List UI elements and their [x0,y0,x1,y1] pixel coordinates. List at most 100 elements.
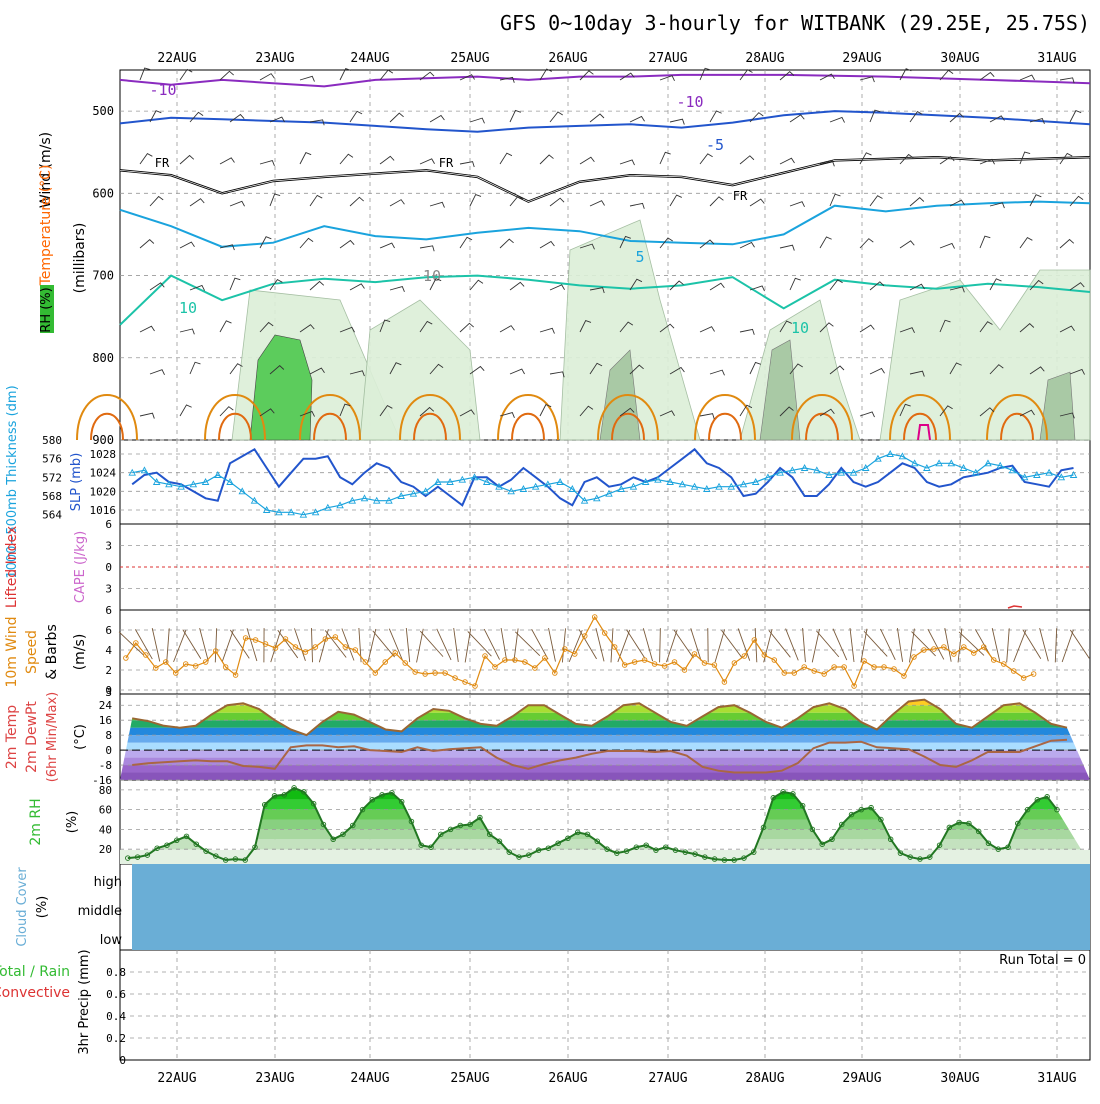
contour-label: -5 [706,136,724,154]
wind-barb-10m [1054,628,1058,663]
date-label-top: 26AUG [548,51,587,66]
wind-barb [379,319,391,333]
wind-barb [939,319,951,333]
rh-line-marker [193,841,200,847]
rh-line-marker [164,842,170,848]
slp-line-marker [593,494,601,502]
wind-barb [779,406,794,417]
wind-barb [149,110,162,123]
wind-barb-10m [1039,628,1049,662]
slp-line-marker [776,468,784,476]
precip-ytick-label: 0.2 [106,1032,126,1045]
wind-speed-line-marker [332,634,339,640]
wind-barb [949,286,965,293]
wind-barb-10m [927,628,945,660]
wind-barb-10m [318,629,329,663]
wind-barb [939,405,953,417]
wind-barb [699,239,715,249]
wind-barb [869,367,885,375]
rh-line-marker [936,842,943,848]
wind-barb [749,198,765,207]
wind-barb [1069,110,1082,123]
wind-barb [499,238,514,249]
temp-ylabel-4: (°C) [73,724,88,750]
date-label-top: 29AUG [842,51,881,66]
wind-barb [459,74,475,81]
wind-speed-line-marker [841,664,847,670]
wind-barb [229,200,245,207]
temp-band [120,772,1090,780]
date-label-top: 27AUG [648,51,687,66]
rh-line-marker [535,847,542,853]
temp-contour-warmer [805,412,839,441]
slp-line-marker [507,487,515,495]
rh-line-marker [173,837,180,844]
rh-line-marker [780,789,786,795]
wind-speed-line-marker [482,653,488,659]
rh-line-marker [213,853,219,859]
slp-line-marker [324,503,332,511]
rh-ytick-label: 20 [99,843,112,856]
wind-barb [1069,368,1085,375]
wind-barb-10m [1061,629,1074,663]
wind-barb [779,244,795,251]
wind-speed-line-marker [781,670,788,676]
wind-barb [259,236,272,249]
wind-speed-line-marker [711,662,718,668]
wind-speed-line-marker [771,657,778,663]
wind-barb-10m [311,628,313,663]
rh-line-marker [467,821,473,828]
wind-barb [549,371,565,378]
wind-speed-line-marker [153,665,159,671]
wind-barb [779,71,795,81]
temp-contour-warmer [1000,412,1034,441]
wind-barb [589,287,605,294]
wind-barb [379,404,393,417]
slp-line-marker [874,454,882,462]
wind-barb [339,153,354,165]
wind-barb-10m [666,629,678,663]
wind-barb [1019,151,1031,165]
wind-barb [179,328,195,335]
slp-line-marker [336,501,344,509]
wind-barb [789,201,805,207]
wind-barb-10m [341,628,355,661]
rh-shading-high [249,334,313,441]
wind-barb [979,158,995,165]
date-label-top: 22AUG [157,51,196,66]
wind-barb [499,325,515,333]
wind-ytick-label-overlap: 3 [105,686,112,699]
slp-line-marker [935,459,943,467]
wind-speed-line-marker [572,651,578,657]
rh-ytick-label: 80 [99,784,112,797]
wind-speed-line-marker [990,657,997,663]
wind-speed-line-marker [462,679,468,685]
wind-barb-10m [849,627,855,663]
wind-ytick-label: 6 [105,624,112,637]
wind-barb-10m [785,628,799,661]
wind-barb [139,152,153,165]
rh-base-fill [120,850,1090,864]
rh-line-marker [760,824,767,831]
date-label-top: 30AUG [940,51,979,66]
slp-ytick-label: 1020 [90,485,117,498]
wind-barb [979,407,995,417]
rh-shading-mid [1039,371,1076,441]
rh-line-marker [545,845,552,851]
wind-barb [859,324,875,333]
wind-barb [349,110,363,123]
temp-contour-warm [299,394,361,441]
slp-line-marker [519,485,528,492]
slp-line-marker [825,471,833,478]
wind-speed-line-marker [143,652,149,658]
rh-line-marker [1044,794,1050,800]
wind-barb [179,154,195,165]
wind-speed-line-marker [163,659,169,665]
wind-barb [509,368,525,375]
wind-barb [739,155,755,165]
wind-barb-10m [531,629,549,660]
cloud-ylabel-2: (%) [35,896,50,919]
slp-line-marker [666,478,674,485]
wind-barb-10m [1013,629,1027,663]
slp-line-marker [1008,466,1017,474]
